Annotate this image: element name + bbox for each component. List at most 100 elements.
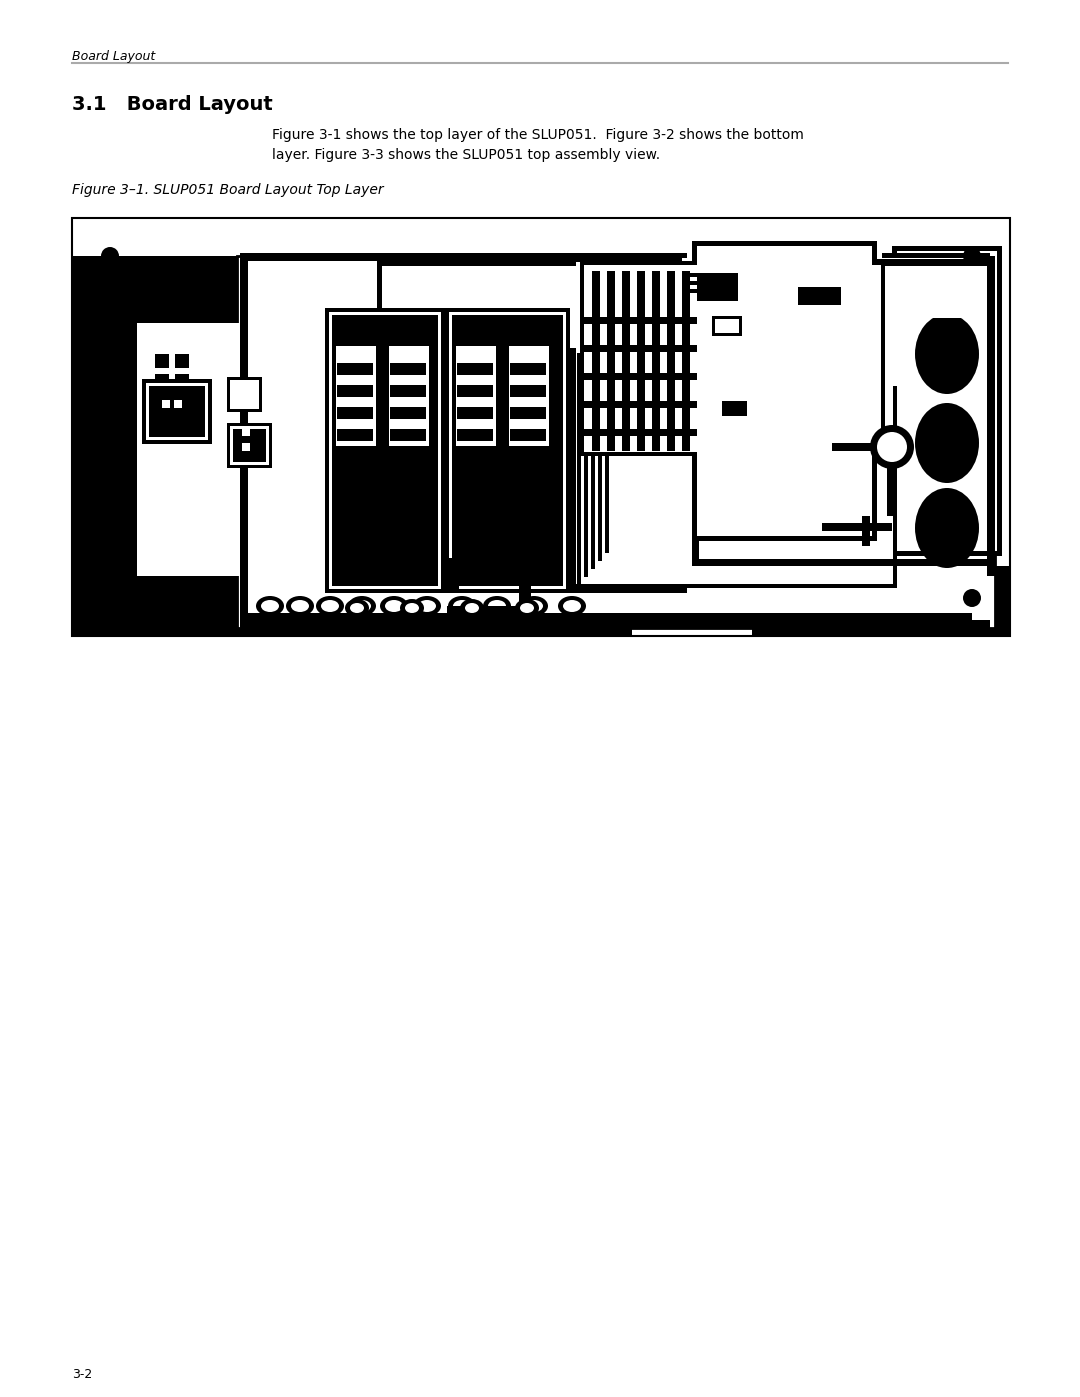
Bar [447,606,527,617]
Circle shape [963,247,981,265]
Bar [337,363,373,374]
Bar [240,253,248,629]
Ellipse shape [558,597,586,616]
Ellipse shape [261,599,279,612]
Bar [752,566,1010,636]
Bar [230,380,259,409]
Bar [390,363,426,374]
Bar [690,272,732,277]
Bar [510,363,546,374]
Ellipse shape [915,402,978,483]
Bar [862,515,870,546]
Ellipse shape [350,604,364,613]
Ellipse shape [915,488,978,569]
Text: Board Layout: Board Layout [72,50,156,63]
Bar [237,256,995,629]
Bar [690,265,745,307]
Bar [591,353,595,569]
Bar [605,353,609,553]
Bar [723,401,747,416]
Bar [887,446,895,515]
Circle shape [102,590,119,608]
Bar [692,256,699,566]
Bar [584,265,881,453]
Bar [832,443,912,451]
Bar [580,261,885,455]
Ellipse shape [519,604,534,613]
Ellipse shape [465,604,480,613]
Bar [72,319,327,598]
Bar [137,538,325,576]
Bar [336,346,376,446]
Ellipse shape [380,597,408,616]
Ellipse shape [353,599,372,612]
Bar [622,271,630,451]
Bar [692,242,877,541]
Bar [72,598,257,636]
Circle shape [963,590,981,608]
Bar [576,263,893,584]
Bar [457,386,492,397]
Text: 3.1   Board Layout: 3.1 Board Layout [72,95,273,115]
Bar [457,363,492,374]
Bar [445,307,570,592]
Bar [72,218,1010,636]
Bar [697,272,738,300]
Bar [584,353,588,577]
Bar [329,312,441,590]
Bar [382,265,662,356]
Bar [510,407,546,419]
Bar [681,261,982,386]
Bar [242,613,972,622]
Bar [230,426,269,465]
Bar [233,429,266,462]
Text: Figure 3–1. SLUP051 Board Layout Top Layer: Figure 3–1. SLUP051 Board Layout Top Lay… [72,183,383,197]
Ellipse shape [321,599,339,612]
Bar [798,286,841,305]
Bar [242,427,249,436]
Bar [598,353,602,562]
Bar [582,373,872,380]
Bar [332,314,438,585]
Bar [175,353,189,367]
Bar [577,353,581,585]
Bar [715,319,739,332]
Text: Figure 3-1 shows the top layer of the SLUP051.  Figure 3-2 shows the bottom: Figure 3-1 shows the top layer of the SL… [272,129,804,142]
Ellipse shape [286,597,314,616]
Bar [567,348,577,592]
Ellipse shape [384,599,403,612]
Bar [697,246,872,536]
Bar [694,270,741,305]
Bar [175,374,189,388]
Bar [510,386,546,397]
Bar [390,407,426,419]
Ellipse shape [525,599,543,612]
Bar [582,317,872,324]
Ellipse shape [563,599,581,612]
Ellipse shape [348,597,376,616]
Bar [174,400,183,408]
Bar [227,423,272,468]
Ellipse shape [460,599,484,617]
Bar [637,271,645,451]
Text: layer. Figure 3-3 shows the SLUP051 top assembly view.: layer. Figure 3-3 shows the SLUP051 top … [272,148,660,162]
Ellipse shape [915,314,978,394]
Bar [667,271,675,451]
Bar [690,281,732,285]
Bar [987,256,995,576]
Ellipse shape [345,599,369,617]
Bar [509,346,549,446]
Bar [822,522,892,531]
Bar [456,346,496,446]
Ellipse shape [519,597,548,616]
Bar [510,429,546,441]
Bar [592,271,600,451]
Bar [390,429,426,441]
Bar [692,258,994,265]
Bar [227,377,262,412]
Bar [390,386,426,397]
Bar [242,443,249,451]
Bar [449,312,566,590]
Ellipse shape [488,599,507,612]
Bar [72,256,257,319]
